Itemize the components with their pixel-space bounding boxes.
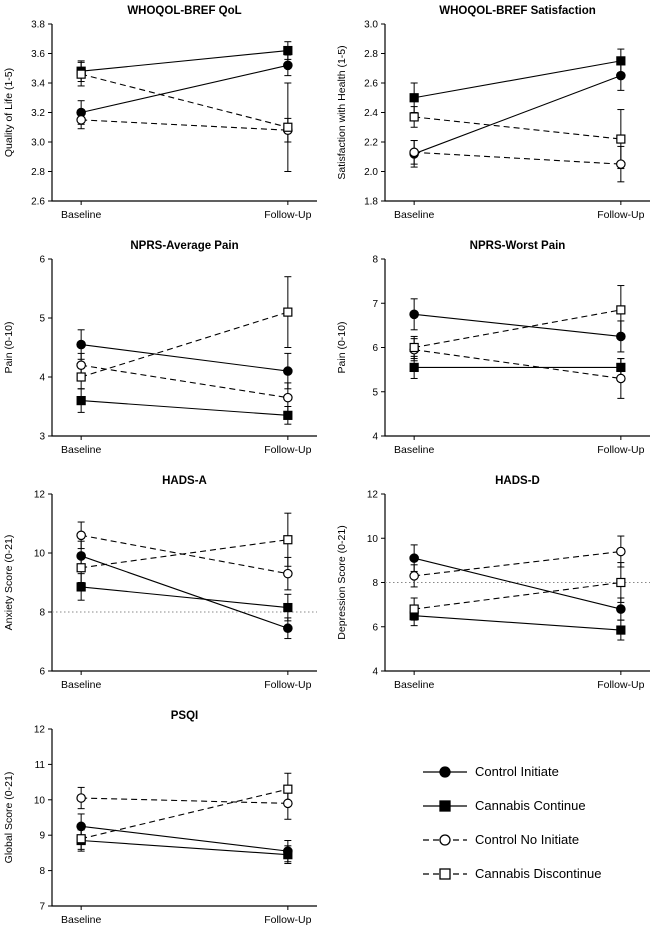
chart-psqi: PSQI Global Score (0-21) 7 8 9 10 11 12 Baseline… xyxy=(3,710,317,926)
svg-text:Baseline: Baseline xyxy=(61,444,101,456)
svg-text:NPRS-Worst Pain: NPRS-Worst Pain xyxy=(470,240,566,252)
svg-text:3.0: 3.0 xyxy=(364,20,378,31)
chart-panel-whoqol-bref-qol: WHOQOL-BREF QoL Quality of Life (1-5) 2.6 2… xyxy=(0,0,333,235)
svg-text:8: 8 xyxy=(39,608,45,619)
svg-text:2.8: 2.8 xyxy=(31,167,45,178)
svg-text:10: 10 xyxy=(367,534,379,545)
svg-text:5: 5 xyxy=(372,387,378,398)
svg-text:Baseline: Baseline xyxy=(394,209,434,221)
legend-item-control-no-initiate: Control No Initiate xyxy=(421,827,579,853)
svg-text:1.8: 1.8 xyxy=(364,197,378,208)
chart-hads-d: HADS-D Depression Score (0-21) 4 6 8 10 12 Base… xyxy=(336,475,650,691)
svg-text:12: 12 xyxy=(34,490,46,501)
svg-text:6: 6 xyxy=(372,343,378,354)
svg-text:HADS-A: HADS-A xyxy=(162,475,207,487)
svg-text:Pain (0-10): Pain (0-10) xyxy=(3,322,15,374)
svg-text:Depression Score (0-21): Depression Score (0-21) xyxy=(336,525,348,639)
svg-text:Anxiety Score (0-21): Anxiety Score (0-21) xyxy=(3,535,15,631)
svg-text:8: 8 xyxy=(372,255,378,266)
chart-nprs-worst-pain: NPRS-Worst Pain Pain (0-10) 4 5 6 7 8 Baseline F… xyxy=(336,240,650,456)
legend-item-cannabis-discontinue: Cannabis Discontinue xyxy=(421,861,601,887)
chart-whoqol-bref-satisfaction: WHOQOL-BREF Satisfaction Satisfaction wit… xyxy=(336,5,650,221)
svg-text:WHOQOL-BREF Satisfaction: WHOQOL-BREF Satisfaction xyxy=(439,5,596,17)
svg-text:Baseline: Baseline xyxy=(394,444,434,456)
legend-label: Cannabis Continue xyxy=(475,798,586,813)
svg-text:Satisfaction with Health (1-5): Satisfaction with Health (1-5) xyxy=(336,45,348,179)
legend-label: Control No Initiate xyxy=(475,832,580,847)
open-circle-dashed-line-icon xyxy=(423,833,467,846)
svg-text:Global Score (0-21): Global Score (0-21) xyxy=(3,772,15,864)
svg-text:8: 8 xyxy=(39,866,45,877)
svg-text:6: 6 xyxy=(39,667,45,678)
svg-text:10: 10 xyxy=(34,549,46,560)
svg-text:12: 12 xyxy=(34,725,46,736)
open-square-dashed-line-icon xyxy=(423,867,467,880)
svg-text:3.0: 3.0 xyxy=(31,138,45,149)
svg-text:Pain (0-10): Pain (0-10) xyxy=(336,322,348,374)
svg-text:Follow-Up: Follow-Up xyxy=(264,914,311,926)
svg-text:2.0: 2.0 xyxy=(364,167,378,178)
svg-text:6: 6 xyxy=(39,255,45,266)
svg-text:PSQI: PSQI xyxy=(171,710,198,722)
svg-text:7: 7 xyxy=(372,299,378,310)
svg-text:Follow-Up: Follow-Up xyxy=(264,444,311,456)
chart-panel-nprs-average-pain: NPRS-Average Pain Pain (0-10) 3 4 5 6 Baseline… xyxy=(0,235,333,470)
svg-text:2.2: 2.2 xyxy=(364,138,378,149)
svg-text:Baseline: Baseline xyxy=(61,679,101,691)
svg-text:3.2: 3.2 xyxy=(31,108,45,119)
svg-text:WHOQOL-BREF QoL: WHOQOL-BREF QoL xyxy=(127,5,241,17)
svg-text:11: 11 xyxy=(35,760,46,771)
svg-text:2.6: 2.6 xyxy=(364,79,378,90)
svg-text:3: 3 xyxy=(39,432,45,443)
legend-label: Cannabis Discontinue xyxy=(475,866,602,881)
legend-item-control-initiate: Control Initiate xyxy=(421,759,559,785)
svg-text:Baseline: Baseline xyxy=(61,209,101,221)
svg-text:3.8: 3.8 xyxy=(31,20,45,31)
svg-text:2.4: 2.4 xyxy=(364,108,378,119)
svg-text:Follow-Up: Follow-Up xyxy=(264,679,311,691)
svg-text:2.6: 2.6 xyxy=(31,197,45,208)
svg-text:HADS-D: HADS-D xyxy=(495,475,540,487)
svg-text:Quality of Life (1-5): Quality of Life (1-5) xyxy=(3,68,15,157)
svg-text:10: 10 xyxy=(34,795,46,806)
filled-circle-solid-line-icon xyxy=(423,765,467,778)
svg-text:Follow-Up: Follow-Up xyxy=(264,209,311,221)
svg-text:12: 12 xyxy=(367,490,379,501)
svg-text:4: 4 xyxy=(372,432,378,443)
svg-text:Follow-Up: Follow-Up xyxy=(597,209,644,221)
svg-text:8: 8 xyxy=(372,578,378,589)
svg-text:NPRS-Average Pain: NPRS-Average Pain xyxy=(130,240,238,252)
svg-text:4: 4 xyxy=(39,373,45,384)
svg-text:7: 7 xyxy=(39,902,45,913)
svg-text:Baseline: Baseline xyxy=(394,679,434,691)
chart-panel-whoqol-bref-satisfaction: WHOQOL-BREF Satisfaction Satisfaction wit… xyxy=(333,0,666,235)
chart-panel-hads-a: HADS-A Anxiety Score (0-21) 6 8 10 12 Baseline… xyxy=(0,470,333,705)
svg-text:2.8: 2.8 xyxy=(364,49,378,60)
chart-hads-a: HADS-A Anxiety Score (0-21) 6 8 10 12 Baseline… xyxy=(3,475,317,691)
svg-text:5: 5 xyxy=(39,314,45,325)
svg-text:9: 9 xyxy=(39,831,45,842)
chart-nprs-average-pain: NPRS-Average Pain Pain (0-10) 3 4 5 6 Baseline… xyxy=(3,240,317,456)
svg-text:6: 6 xyxy=(372,622,378,633)
chart-whoqol-bref-qol: WHOQOL-BREF QoL Quality of Life (1-5) 2.6 2… xyxy=(3,5,317,221)
svg-text:Follow-Up: Follow-Up xyxy=(597,679,644,691)
chart-panel-hads-d: HADS-D Depression Score (0-21) 4 6 8 10 12 Base… xyxy=(333,470,666,705)
legend: Control Initiate Cannabis Continue Contr… xyxy=(333,705,666,940)
legend-label: Control Initiate xyxy=(475,764,559,779)
svg-text:4: 4 xyxy=(372,667,378,678)
filled-square-solid-line-icon xyxy=(423,799,467,812)
chart-panel-nprs-worst-pain: NPRS-Worst Pain Pain (0-10) 4 5 6 7 8 Baseline F… xyxy=(333,235,666,470)
chart-panel-psqi: PSQI Global Score (0-21) 7 8 9 10 11 12 Baseline… xyxy=(0,705,333,940)
svg-text:3.6: 3.6 xyxy=(31,49,45,60)
svg-text:Baseline: Baseline xyxy=(61,914,101,926)
legend-item-cannabis-continue: Cannabis Continue xyxy=(421,793,586,819)
svg-text:Follow-Up: Follow-Up xyxy=(597,444,644,456)
svg-text:3.4: 3.4 xyxy=(31,79,45,90)
